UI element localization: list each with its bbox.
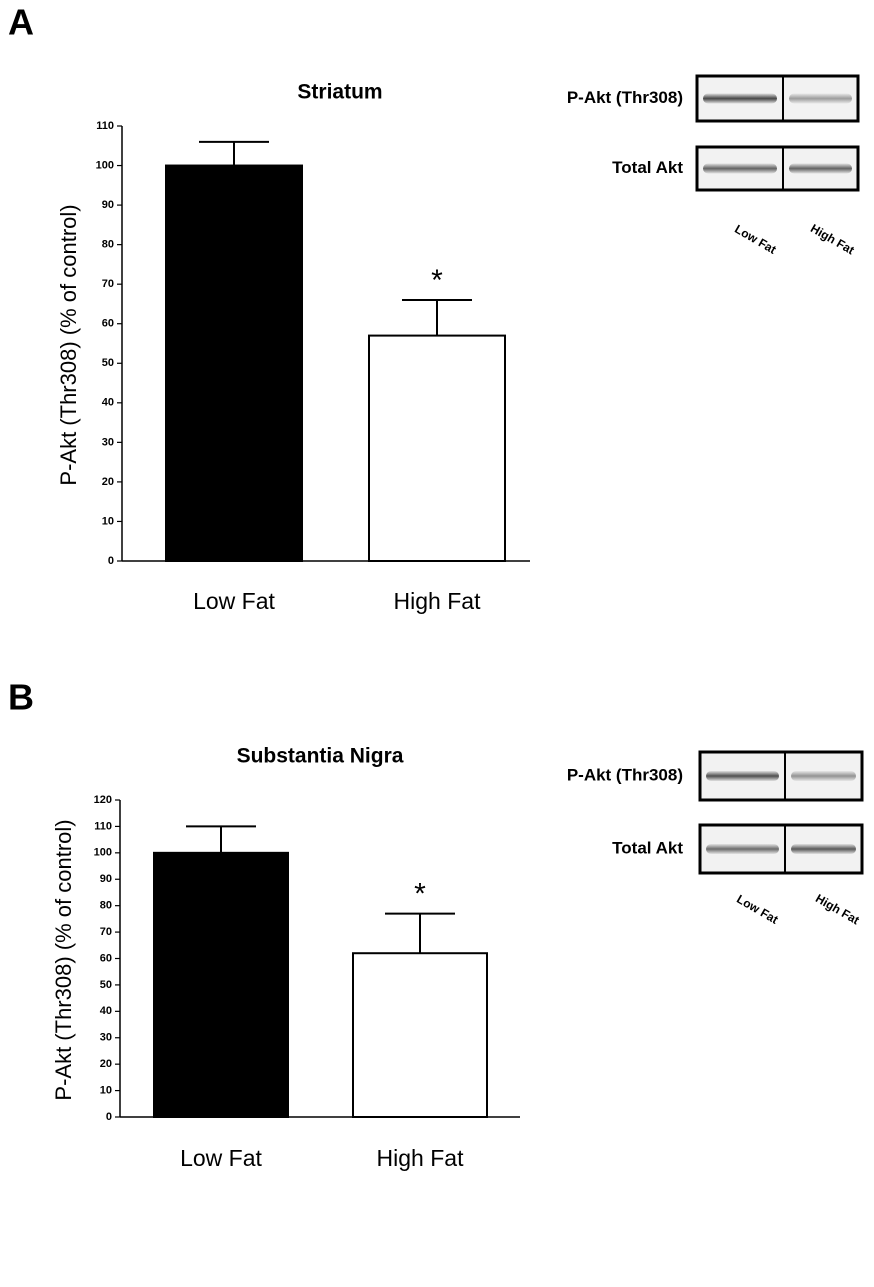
bar: [353, 953, 487, 1117]
y-tick-label: 70: [100, 926, 112, 938]
y-axis-label: P-Akt (Thr308) (% of control): [51, 819, 76, 1100]
chart-title: Substantia Nigra: [237, 745, 404, 768]
y-tick-label: 60: [100, 952, 112, 964]
blot-band: [706, 771, 779, 781]
y-tick-label: 90: [100, 873, 112, 885]
y-tick-label: 90: [102, 199, 114, 211]
bar: [166, 166, 302, 561]
blot-band: [789, 94, 852, 104]
x-tick-label: Low Fat: [193, 588, 275, 614]
y-tick-label: 10: [100, 1084, 112, 1096]
y-tick-label: 50: [100, 979, 112, 991]
y-tick-label: 80: [102, 239, 114, 251]
y-tick-label: 40: [102, 397, 114, 409]
bar: [369, 336, 505, 561]
y-tick-label: 110: [96, 120, 114, 132]
blot-lane-label: High Fat: [813, 891, 862, 927]
blot-row-label: Total Akt: [612, 158, 683, 177]
x-tick-label: High Fat: [394, 588, 482, 614]
blot-lane-label: High Fat: [808, 221, 857, 257]
y-tick-label: 100: [96, 159, 114, 171]
y-tick-label: 20: [100, 1058, 112, 1070]
y-tick-label: 40: [100, 1005, 112, 1017]
y-tick-label: 0: [108, 555, 114, 567]
y-tick-label: 50: [102, 357, 114, 369]
blot-lane-label: Low Fat: [732, 222, 778, 257]
y-tick-label: 120: [94, 794, 112, 806]
blot-band: [703, 164, 777, 174]
y-tick-label: 30: [100, 1032, 112, 1044]
y-tick-label: 30: [102, 436, 114, 448]
chart-title: Striatum: [297, 81, 382, 104]
blot-band: [706, 844, 779, 854]
blot-lane-label: Low Fat: [734, 892, 780, 927]
blot-band: [789, 164, 852, 174]
blot-row-label: P-Akt (Thr308): [567, 88, 683, 107]
y-tick-label: 80: [100, 900, 112, 912]
significance-mark: *: [414, 878, 426, 911]
y-tick-label: 10: [102, 515, 114, 527]
bar: [154, 853, 288, 1117]
y-tick-label: 60: [102, 318, 114, 330]
blot-row-label: P-Akt (Thr308): [567, 765, 683, 784]
panel-label: B: [8, 677, 34, 718]
x-tick-label: Low Fat: [180, 1145, 262, 1171]
panel-label: A: [8, 2, 34, 43]
blot-band: [791, 771, 856, 781]
y-tick-label: 100: [94, 847, 112, 859]
y-tick-label: 110: [94, 820, 112, 832]
significance-mark: *: [431, 264, 443, 297]
y-tick-label: 20: [102, 476, 114, 488]
y-axis-label: P-Akt (Thr308) (% of control): [56, 204, 81, 485]
x-tick-label: High Fat: [377, 1145, 465, 1171]
y-tick-label: 70: [102, 278, 114, 290]
blot-row-label: Total Akt: [612, 838, 683, 857]
figure: A Striatum P-Akt (Thr308) (% of control) 0 1…: [0, 0, 874, 1287]
blot-band: [703, 94, 777, 104]
blot-band: [791, 844, 856, 854]
y-tick-label: 0: [106, 1111, 112, 1123]
